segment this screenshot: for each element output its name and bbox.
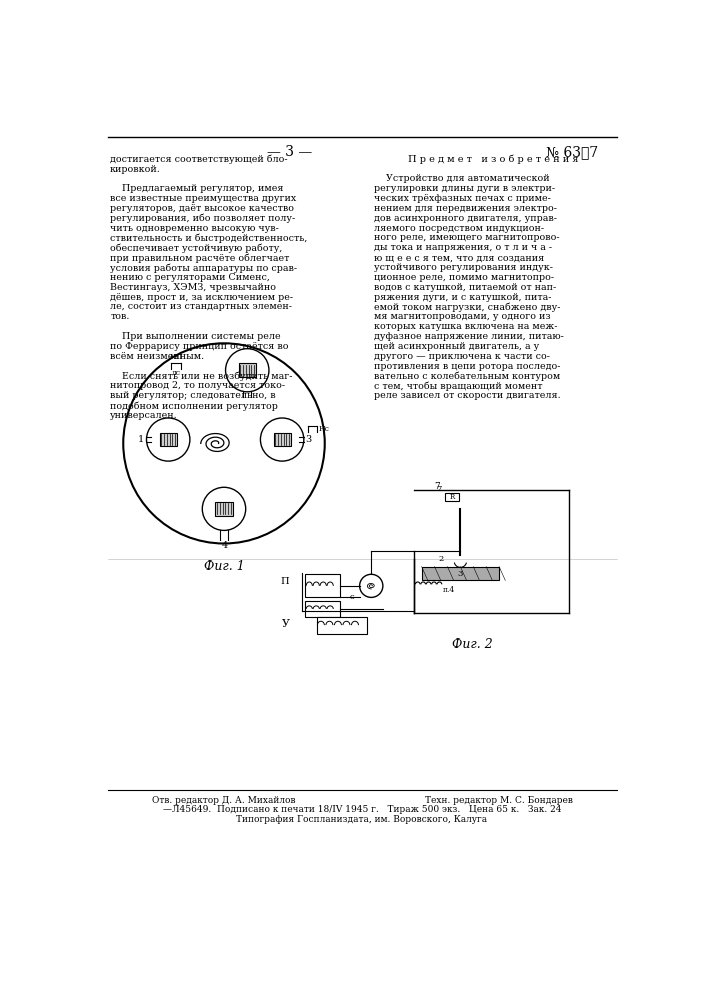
Text: реле зависел от скорости двигателя.: реле зависел от скорости двигателя. [373, 391, 560, 400]
Text: Типография Госпланиздата, им. Воровского, Калуга: Типография Госпланиздата, им. Воровского… [236, 815, 488, 824]
Text: вательно с колебательным контуром: вательно с колебательным контуром [373, 371, 560, 381]
Text: Устройство для автоматической: Устройство для автоматической [373, 174, 549, 183]
Text: Если снять или не возбудить маг-: Если снять или не возбудить маг- [110, 371, 293, 381]
Text: 4: 4 [222, 541, 228, 550]
Text: № 63͹7: № 63͹7 [546, 145, 598, 159]
Text: чить одновременно высокую чув-: чить одновременно высокую чув- [110, 224, 279, 233]
Text: другого — приключена к части со-: другого — приключена к части со- [373, 352, 549, 361]
Text: при правильном расчёте облегчает: при правильном расчёте облегчает [110, 253, 289, 263]
Text: Нс: Нс [319, 425, 329, 433]
Text: ного реле, имеющего магнитопрово-: ного реле, имеющего магнитопрово- [373, 233, 559, 242]
Text: 3: 3 [305, 435, 312, 444]
Text: 7: 7 [434, 482, 440, 491]
Text: по Феррарису принцип остаётся во: по Феррарису принцип остаётся во [110, 342, 288, 351]
Text: дов асинхронного двигателя, управ-: дов асинхронного двигателя, управ- [373, 214, 556, 223]
Text: все известные преимущества других: все известные преимущества других [110, 194, 296, 203]
Text: регулирования, ибо позволяет полу-: регулирования, ибо позволяет полу- [110, 214, 296, 223]
Text: лс: лс [172, 369, 180, 377]
Text: нению с регуляторами Сименс,: нению с регуляторами Сименс, [110, 273, 270, 282]
Text: Фиг. 1: Фиг. 1 [204, 560, 245, 573]
Text: нитопровод 2, то получается токо-: нитопровод 2, то получается токо- [110, 381, 285, 390]
Text: емой током нагрузки, снабжено дву-: емой током нагрузки, снабжено дву- [373, 302, 560, 312]
Text: п.4: п.4 [443, 586, 455, 594]
Text: ствительность и быстродейственность,: ствительность и быстродейственность, [110, 233, 308, 243]
Text: мя магнитопроводами, у одного из: мя магнитопроводами, у одного из [373, 312, 550, 321]
Text: кировкой.: кировкой. [110, 165, 160, 174]
Text: ческих трёхфазных печах с приме-: ческих трёхфазных печах с приме- [373, 194, 551, 203]
Text: щей асинхронный двигатель, а у: щей асинхронный двигатель, а у [373, 342, 539, 351]
Text: достигается соответствующей бло-: достигается соответствующей бло- [110, 155, 288, 164]
Text: универсален.: универсален. [110, 411, 177, 420]
Text: 7: 7 [436, 485, 441, 493]
Text: — 3 —: — 3 — [267, 145, 312, 159]
Bar [445, 493, 459, 501]
Bar [421, 567, 499, 580]
Bar [305, 574, 340, 597]
Text: с тем, чтобы вращающий момент: с тем, чтобы вращающий момент [373, 381, 542, 391]
Text: условия работы аппаратуры по срав-: условия работы аппаратуры по срав- [110, 263, 297, 273]
Text: При выполнении системы реле: При выполнении системы реле [110, 332, 281, 341]
Bar [160, 433, 177, 446]
Text: водов с катушкой, питаемой от нап-: водов с катушкой, питаемой от нап- [373, 283, 556, 292]
Text: дёшев, прост и, за исключением ре-: дёшев, прост и, за исключением ре- [110, 293, 293, 302]
Text: ды тока и напряжения, о т л и ч а -: ды тока и напряжения, о т л и ч а - [373, 243, 551, 252]
Bar [239, 363, 256, 377]
Text: R: R [449, 493, 455, 501]
Text: ю щ е е с я тем, что для создания: ю щ е е с я тем, что для создания [373, 253, 544, 262]
Text: 1: 1 [138, 435, 144, 444]
Text: ряжения дуги, и с катушкой, пита-: ряжения дуги, и с катушкой, пита- [373, 293, 551, 302]
Text: вый регулятор; следовательно, в: вый регулятор; следовательно, в [110, 391, 276, 400]
Text: устойчивого регулирования индук-: устойчивого регулирования индук- [373, 263, 553, 272]
Text: НП: НП [169, 353, 182, 361]
Text: 3: 3 [457, 570, 463, 578]
Text: ляемого посредством индукцион-: ляемого посредством индукцион- [373, 224, 544, 233]
Text: дуфазное напряжение линии, питаю-: дуфазное напряжение линии, питаю- [373, 332, 563, 341]
Text: противления в цепи ротора последо-: противления в цепи ротора последо- [373, 362, 560, 371]
Text: Предлагаемый регулятор, имея: Предлагаемый регулятор, имея [110, 184, 284, 193]
Bar [216, 502, 233, 516]
Text: Отв. редактор Д. А. Михайлов: Отв. редактор Д. А. Михайлов [152, 796, 296, 805]
Text: нением для передвижения электро-: нением для передвижения электро- [373, 204, 556, 213]
Text: подобном исполнении регулятор: подобном исполнении регулятор [110, 401, 278, 411]
Text: регулировки длины дуги в электри-: регулировки длины дуги в электри- [373, 184, 555, 193]
Text: 2: 2 [438, 555, 443, 563]
Text: тов.: тов. [110, 312, 129, 321]
Text: Вестингауз, ХЭМЗ, чрезвычайно: Вестингауз, ХЭМЗ, чрезвычайно [110, 283, 276, 292]
Text: Техн. редактор М. С. Бондарев: Техн. редактор М. С. Бондарев [425, 796, 573, 805]
Text: которых катушка включена на меж-: которых катушка включена на меж- [373, 322, 557, 331]
Text: У: У [282, 619, 290, 629]
Text: ционное реле, помимо магнитопро-: ционное реле, помимо магнитопро- [373, 273, 554, 282]
Text: П: П [280, 578, 288, 586]
Text: c: c [349, 593, 354, 601]
Text: —Л45649.  Подписано к печати 18/IV 1945 г.   Тираж 500 экз.   Цена 65 к.   Зак. : —Л45649. Подписано к печати 18/IV 1945 г… [163, 805, 561, 814]
Bar [305, 601, 340, 617]
Bar [274, 433, 291, 446]
Text: обеспечивает устойчивую работу,: обеспечивает устойчивую работу, [110, 243, 283, 253]
Text: всём неизменным.: всём неизменным. [110, 352, 204, 361]
Bar [317, 617, 368, 634]
Text: П р е д м е т   и з о б р е т е н и я: П р е д м е т и з о б р е т е н и я [409, 155, 579, 164]
Text: Фиг. 2: Фиг. 2 [452, 638, 492, 651]
Text: регуляторов, даёт высокое качество: регуляторов, даёт высокое качество [110, 204, 294, 213]
Text: ле, состоит из стандартных элемен-: ле, состоит из стандартных элемен- [110, 302, 292, 311]
